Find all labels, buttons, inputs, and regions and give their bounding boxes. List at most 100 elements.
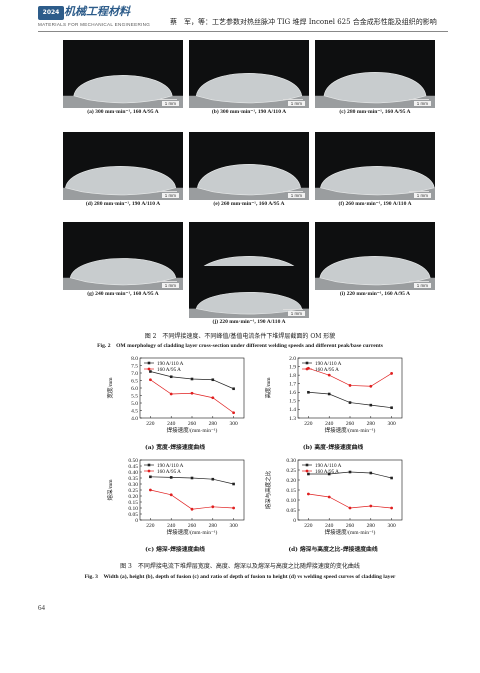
legend-label: 160 A/95 A (315, 469, 339, 475)
x-tick-label: 260 (188, 421, 197, 427)
x-axis-label: 焊接速度/(mm·min⁻¹) (167, 528, 218, 536)
chart-svg: 00.050.100.150.200.250.300.350.400.450.5… (106, 458, 245, 536)
data-point (369, 384, 373, 388)
data-point (169, 476, 173, 479)
x-tick-label: 220 (304, 523, 313, 529)
series-line (150, 489, 234, 510)
data-point (348, 401, 352, 404)
x-tick-label: 280 (209, 523, 218, 529)
x-tick-label: 240 (167, 523, 176, 529)
y-tick-label: 1.6 (289, 390, 296, 396)
scale-bar (157, 281, 177, 282)
y-tick-label: 8.0 (131, 356, 138, 362)
scale-label: 1 mm (287, 101, 305, 106)
plot-frame (297, 357, 403, 419)
legend-marker (147, 463, 151, 467)
y-tick-label: 7.5 (131, 363, 138, 369)
x-tick-label: 280 (367, 421, 376, 427)
data-point (211, 477, 215, 481)
weld-bead (69, 258, 177, 286)
y-tick-label: 1.7 (289, 382, 296, 388)
scale-label: 1 mm (287, 311, 305, 316)
micrograph-label: (e) 260 mm·min⁻¹, 160 A/95 A (213, 201, 285, 207)
micrograph-panel: 1 mm (315, 222, 435, 290)
scale-bar (157, 99, 177, 100)
x-tick-label: 280 (367, 523, 376, 529)
y-tick-label: 0.35 (128, 476, 138, 482)
data-point (390, 476, 393, 480)
y-tick-label: 0.25 (128, 488, 138, 494)
x-axis-label: 焊接速度/(mm·min⁻¹) (167, 426, 218, 434)
data-point (307, 472, 310, 476)
data-point (149, 370, 152, 373)
x-tick-label: 300 (387, 421, 396, 427)
y-tick-label: 0.40 (128, 470, 138, 476)
y-tick-label: 5.0 (131, 401, 138, 407)
chart-subtitle: (a) 宽度-焊接速度曲线 (144, 445, 206, 451)
micrograph-label: (c) 280 mm·min⁻¹, 160 A/95 A (339, 109, 411, 115)
weld-bead-cross-section (189, 73, 309, 108)
journal-name-en: MATERIALS FOR MECHANICAL ENGINEERING (38, 22, 151, 27)
y-tick-label: 0.30 (128, 482, 138, 488)
data-point (348, 506, 352, 510)
series-line (308, 391, 392, 409)
scale-label: 1 mm (413, 101, 431, 106)
scale-label: 1 mm (413, 193, 431, 198)
x-tick-label: 300 (229, 421, 238, 427)
line-chart: 4.0 4.5 5.0 5.5 6.0 6.5 7.0 7.5 8.0 220 240 260 280 3… (100, 354, 250, 454)
y-tick-label: 0.20 (128, 494, 138, 500)
x-axis-label: 焊接速度/(mm·min⁻¹) (325, 528, 376, 536)
x-axis-label: 焊接速度/(mm·min⁻¹) (325, 426, 376, 434)
weld-bead-cross-section (189, 291, 309, 318)
data-point (211, 396, 215, 400)
y-tick-label: 6.5 (131, 378, 138, 384)
x-tick-label: 240 (325, 421, 334, 427)
y-tick-label: 0.10 (128, 506, 138, 512)
weld-bead-cross-section (189, 164, 309, 200)
chart-subtitle: (c) 熔深-焊接速度曲线 (145, 547, 205, 553)
micrograph-label: (g) 240 mm·min⁻¹, 160 A/95 A (87, 291, 159, 297)
y-tick-label: 0 (135, 518, 138, 524)
weld-bead (73, 75, 173, 104)
data-point (390, 506, 393, 510)
data-point (390, 372, 393, 375)
scale-bar (409, 191, 429, 192)
data-point (307, 492, 310, 496)
y-tick-label: 0.05 (286, 508, 296, 514)
plot-frame (297, 459, 403, 521)
data-point (327, 392, 331, 396)
data-point (190, 507, 194, 511)
legend-marker (305, 367, 309, 371)
scale-bar (283, 99, 303, 100)
micrograph-panel: 1 mm (189, 132, 309, 200)
data-point (149, 488, 152, 492)
legend-label: 160 A/95 A (157, 469, 181, 475)
scale-bar (157, 191, 177, 192)
x-tick-label: 260 (188, 523, 197, 529)
x-tick-label: 220 (146, 523, 155, 529)
page-number: 64 (38, 604, 45, 612)
micrograph-panel: 1 mm (315, 40, 435, 108)
data-point (190, 377, 194, 381)
x-tick-label: 260 (346, 421, 355, 427)
weld-bead-cross-section (315, 166, 435, 200)
scale-label: 1 mm (287, 193, 305, 198)
data-point (348, 384, 352, 387)
scale-bar (283, 309, 303, 310)
y-axis-label: 宽度/mm (106, 377, 114, 399)
y-tick-label: 1.9 (289, 364, 296, 370)
x-tick-label: 280 (209, 421, 218, 427)
y-tick-label: 1.4 (289, 407, 296, 413)
legend-label: 190 A/110 A (157, 361, 184, 367)
data-point (169, 493, 173, 497)
y-tick-label: 0.10 (286, 498, 296, 504)
x-tick-label: 220 (304, 421, 313, 427)
scale-bar (409, 281, 429, 282)
data-point (327, 373, 331, 377)
chart-svg: 1.3 1.4 1.5 1.6 1.7 1.8 1.9 2.0 220 240 260 280 300 焊… (264, 356, 403, 434)
micrograph-panel: 1 mm (189, 40, 309, 108)
data-point (232, 411, 236, 415)
y-axis-label: 高度/mm (264, 377, 272, 399)
micrograph-panel: 1 mm (315, 132, 435, 200)
data-point (211, 378, 215, 382)
